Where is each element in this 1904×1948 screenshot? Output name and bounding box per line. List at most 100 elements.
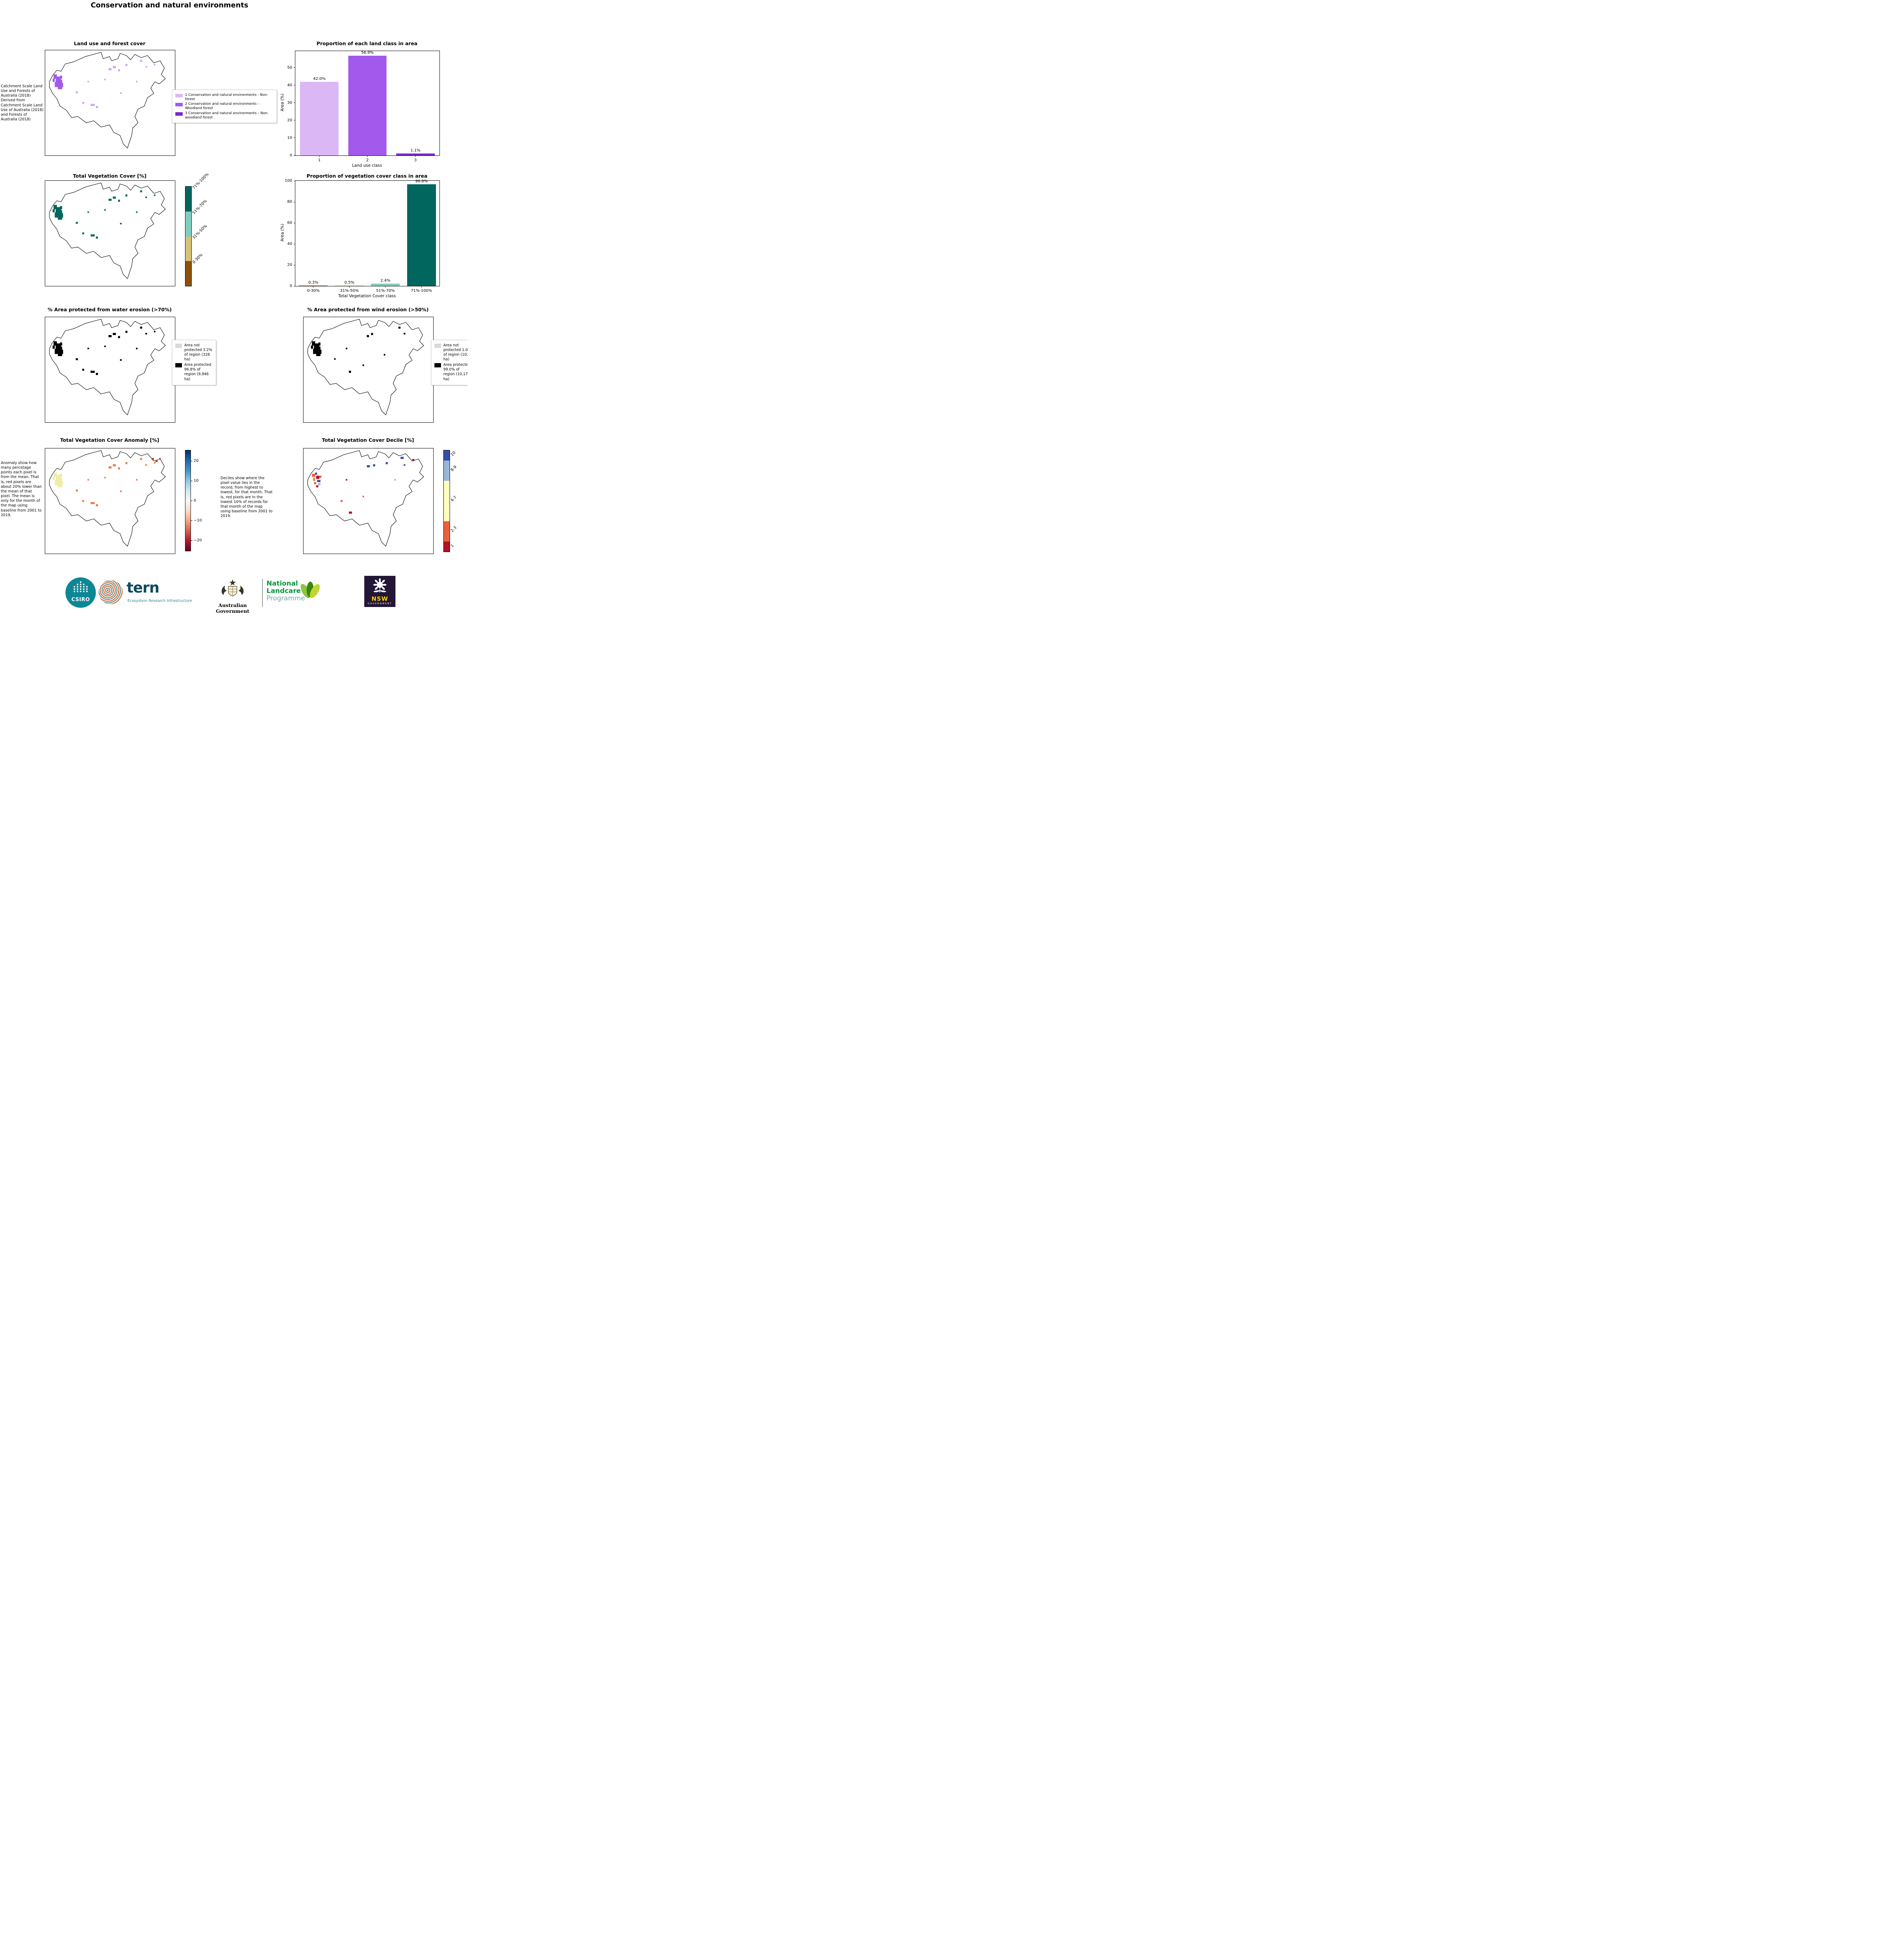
nsw-government-label: GOVERNMENT xyxy=(367,602,392,605)
colorbar-tick-label: 10 xyxy=(194,478,199,483)
colorbar-label: 2-3 xyxy=(450,526,458,533)
legend-label: Area protected 99.0% of region (10,172 h… xyxy=(443,363,468,381)
tern-wordmark: tern xyxy=(127,579,159,596)
bar-value-label: 0.3% xyxy=(308,281,318,285)
bar xyxy=(407,184,436,286)
bar-value-label: 1.1% xyxy=(410,148,421,153)
y-tick-label: 60 xyxy=(287,221,292,225)
colorbar-segment xyxy=(444,481,450,521)
catchment-outline xyxy=(49,51,166,149)
bar xyxy=(396,154,435,155)
colorbar-label: 8-9 xyxy=(450,465,458,473)
legend-swatch xyxy=(434,344,441,348)
x-tick-mark xyxy=(385,286,386,288)
legend-label: 2 Conservation and natural environments … xyxy=(185,102,259,111)
legend-item: Area protected 99.0% of region (10,172 h… xyxy=(434,363,468,381)
csiro-label: CSIRO xyxy=(71,597,90,603)
x-tick-label: 0-30% xyxy=(307,289,320,293)
bar-value-label: 96.8% xyxy=(415,179,428,184)
nsw-label: NSW xyxy=(371,595,388,602)
legend-item: Area protected 96.8% of region (9,946 ha… xyxy=(175,363,213,381)
y-axis-label: Area (%) xyxy=(280,94,285,111)
x-tick-label: 2 xyxy=(366,158,369,162)
legend-label: Area protected 96.8% of region (9,946 ha… xyxy=(184,363,212,381)
y-tick-label: 30 xyxy=(287,101,292,105)
water-erosion-title: % Area protected from water erosion (>70… xyxy=(48,307,172,312)
legend-label: Area not protected 1.0% of region (102 h… xyxy=(443,343,468,362)
report-page: Conservation and natural environments La… xyxy=(0,0,468,616)
land-class-chart: 0 10 20 30 40 50 42.0% 1 56.9% 2 1.1% 3 xyxy=(287,50,440,162)
landcare-line2: Landcare xyxy=(266,587,301,595)
y-tick-mark xyxy=(294,102,295,103)
colorbar-segment xyxy=(185,211,191,236)
colorbar-segment xyxy=(444,521,450,542)
anomaly-map xyxy=(45,448,175,554)
wind-erosion-title: % Area protected from wind erosion (>50%… xyxy=(307,307,429,312)
legend-label: Area not protected 3.2% of region (328 h… xyxy=(184,343,212,362)
colorbar-segment xyxy=(185,261,191,286)
legend-label: 1 Conservation and natural environments … xyxy=(185,93,268,101)
catchment-outline xyxy=(307,318,425,416)
legend-swatch xyxy=(175,112,183,116)
anomaly-caption: Anomaly show how many percetage points e… xyxy=(1,461,42,517)
colorbar-label: 31%-50% xyxy=(192,224,208,240)
legend-swatch xyxy=(175,103,183,107)
colorbar-segment xyxy=(444,542,450,552)
anomaly-red-patches xyxy=(152,458,161,462)
veg-chart-title: Proportion of vegetation cover class in … xyxy=(306,173,428,179)
legend-swatch xyxy=(434,363,441,368)
wind-erosion-map xyxy=(303,317,434,423)
legend-item: Area not protected 3.2% of region (328 h… xyxy=(175,343,213,362)
decile-title: Total Vegetation Cover Decile [%] xyxy=(322,437,414,443)
x-tick-label: 1 xyxy=(318,158,321,162)
bar-value-label: 0.5% xyxy=(344,280,355,285)
y-tick-label: 10 xyxy=(287,136,292,140)
land-use-map xyxy=(45,50,175,156)
legend-swatch xyxy=(175,344,182,348)
anomaly-map-svg xyxy=(49,450,166,547)
x-tick-label: 31%-50% xyxy=(340,289,359,293)
colorbar-label: 4-7 xyxy=(450,495,458,503)
catchment-outline xyxy=(49,450,166,547)
catchment-outline xyxy=(307,450,425,547)
colorbar-tick-label: 20 xyxy=(194,459,199,463)
colorbar-segment xyxy=(185,236,191,261)
y-tick-label: 0 xyxy=(289,153,292,158)
colorbar-label: 10 xyxy=(450,450,457,457)
anomaly-title: Total Vegetation Cover Anomaly [%] xyxy=(60,437,159,443)
australian-government-label: Australian Government xyxy=(216,602,249,614)
bar-value-label: 56.9% xyxy=(361,50,374,55)
bar-value-label: 2.4% xyxy=(380,278,390,283)
x-axis-label: Total Vegetation Cover class xyxy=(338,294,396,298)
colorbar-tick-mark xyxy=(191,540,192,541)
waratah-icon xyxy=(373,578,386,593)
colorbar-tick-label: −10 xyxy=(194,518,202,523)
nsw-government-logo: NSW GOVERNMENT xyxy=(364,576,395,607)
veg-cover-map-title: Total Vegetation Cover [%] xyxy=(73,173,146,179)
colorbar-segment xyxy=(444,450,450,461)
land-class-chart-title: Proportion of each land class in area xyxy=(316,41,418,46)
x-tick-label: 71%-100% xyxy=(411,289,432,293)
veg-cover-map-svg xyxy=(49,182,166,279)
colorbar-tick-label: 0 xyxy=(194,498,196,503)
colorbar-label: 0-30% xyxy=(192,253,204,265)
landcare-wordmark: National Landcare Programme xyxy=(266,580,305,602)
legend-item: 2 Conservation and natural environments … xyxy=(175,102,274,110)
colorbar-tick-label: −20 xyxy=(194,538,202,543)
y-tick-mark xyxy=(294,67,295,68)
colorbar-label: 1 xyxy=(450,543,455,549)
decile-colorbar: 10 8-9 4-7 2-3 1 xyxy=(443,450,457,552)
x-tick-label: 3 xyxy=(414,158,417,162)
landcare-leaves-icon xyxy=(300,582,320,598)
veg-cover-map xyxy=(45,180,175,286)
y-tick-label: 0 xyxy=(289,284,292,288)
footer-divider xyxy=(262,579,263,607)
water-erosion-map-svg xyxy=(49,318,166,416)
legend-item: 1 Conservation and natural environments … xyxy=(175,93,274,101)
wind-erosion-map-svg xyxy=(307,318,425,416)
decile-patch-cluster xyxy=(312,473,322,487)
anomaly-colorbar-gradient xyxy=(185,450,191,551)
water-erosion-legend: Area not protected 3.2% of region (328 h… xyxy=(172,340,216,385)
x-tick-mark xyxy=(367,155,368,157)
bar xyxy=(300,81,339,155)
